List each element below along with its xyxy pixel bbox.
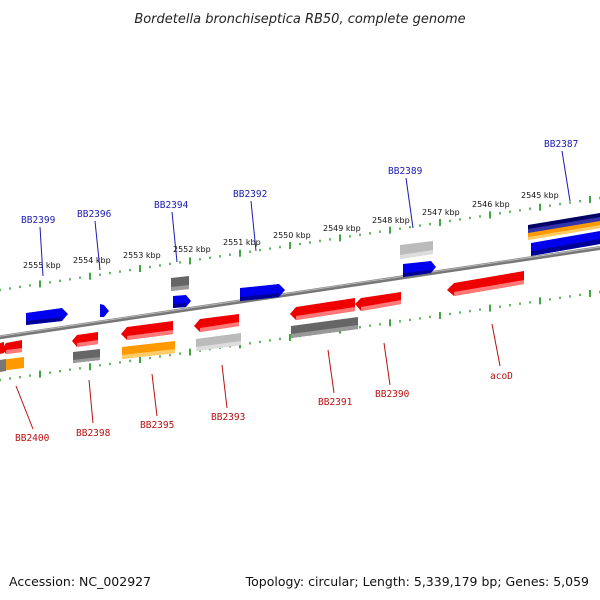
map-title: Bordetella bronchiseptica RB50, complete… <box>134 12 465 27</box>
kbp-label: 2547 kbp <box>422 208 460 217</box>
annotation-blocks <box>0 213 600 372</box>
kbp-label: 2553 kbp <box>123 251 161 260</box>
feature-block-dark-bb2394[interactable] <box>171 276 189 291</box>
gene-label-bb2393[interactable]: BB2393 <box>211 412 245 423</box>
gene-bb2389-arrow[interactable] <box>403 261 436 277</box>
gene-label-bb2390[interactable]: BB2390 <box>375 389 410 400</box>
feature-block-light-bb2393[interactable] <box>196 333 241 351</box>
reverse-strand-genes <box>0 271 524 354</box>
feature-block-orange-bb2400[interactable] <box>0 357 24 372</box>
gene-bb2391-arrow[interactable] <box>290 298 355 320</box>
kbp-label: 2551 kbp <box>223 238 261 247</box>
gene-bb2396-arrow[interactable] <box>100 304 109 317</box>
gene-bb2390-arrow[interactable] <box>355 292 401 311</box>
outer-tick-track <box>0 196 600 292</box>
topology-text: Topology: circular; Length: 5,339,179 bp… <box>245 574 589 589</box>
kbp-label: 2554 kbp <box>73 256 111 265</box>
feature-block-stack-bb2387[interactable] <box>528 213 600 240</box>
inner-tick-track <box>0 290 600 382</box>
genome-backbone <box>0 246 600 340</box>
gene-bb2400-arrow[interactable] <box>0 340 22 354</box>
gene-bb2395-arrow[interactable] <box>121 321 173 340</box>
gene-label-bb2389[interactable]: BB2389 <box>388 166 423 177</box>
feature-block-dark-bb2398[interactable] <box>73 349 100 363</box>
feature-block-orange-bb2395[interactable] <box>122 341 175 359</box>
gene-bb2394-arrow[interactable] <box>173 295 191 308</box>
gene-label-bb2392[interactable]: BB2392 <box>233 189 267 200</box>
accession-text: Accession: NC_002927 <box>9 574 151 589</box>
gene-label-bb2399[interactable]: BB2399 <box>21 215 56 226</box>
kbp-label: 2546 kbp <box>472 200 510 209</box>
gene-label-bb2400[interactable]: BB2400 <box>15 433 50 444</box>
gene-label-bb2395[interactable]: BB2395 <box>140 420 174 431</box>
gene-acod-arrow[interactable] <box>447 271 524 296</box>
kbp-label: 2549 kbp <box>323 224 361 233</box>
genome-backbone-highlight <box>0 246 600 337</box>
kbp-label: 2550 kbp <box>273 231 311 240</box>
gene-label-bb2391[interactable]: BB2391 <box>318 397 353 408</box>
feature-block-dark-bb2391[interactable] <box>291 317 358 338</box>
kbp-label: 2555 kbp <box>23 261 61 270</box>
gene-bb2399-arrow[interactable] <box>26 308 68 325</box>
gene-bb2392-arrow[interactable] <box>240 284 285 301</box>
kbp-label: 2545 kbp <box>521 191 559 200</box>
gene-bb2387-arrow[interactable] <box>531 231 600 256</box>
kbp-label: 2548 kbp <box>372 216 410 225</box>
gene-label-bb2396[interactable]: BB2396 <box>77 209 112 220</box>
forward-strand-genes <box>26 231 600 325</box>
gene-bb2398-arrow[interactable] <box>72 332 98 347</box>
top-gene-labels: BB2399 BB2396 BB2394 BB2392 BB2389 BB238… <box>21 139 578 277</box>
bottom-gene-labels: BB2400 BB2398 BB2395 BB2393 BB2391 BB239… <box>15 323 513 444</box>
gene-label-bb2387[interactable]: BB2387 <box>544 139 578 150</box>
kbp-label: 2552 kbp <box>173 245 211 254</box>
feature-block-light-bb2389[interactable] <box>400 241 433 259</box>
gene-label-bb2394[interactable]: BB2394 <box>154 200 189 211</box>
gene-bb2393-arrow[interactable] <box>194 314 239 332</box>
gene-label-bb2398[interactable]: BB2398 <box>76 428 111 439</box>
gene-label-acod[interactable]: acoD <box>490 371 513 382</box>
